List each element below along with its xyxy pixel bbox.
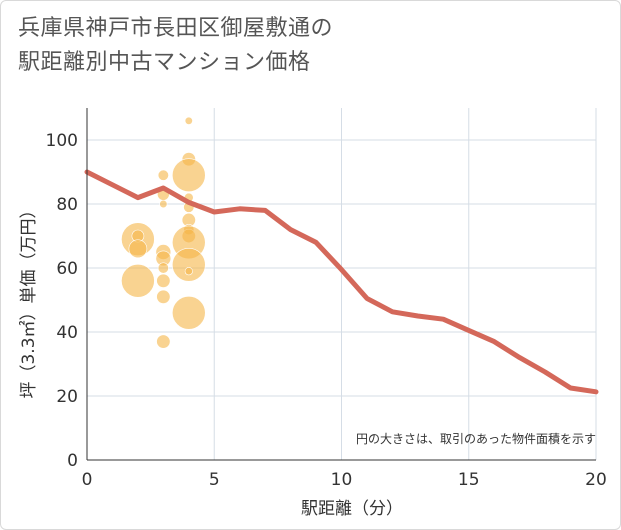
axes — [86, 108, 596, 461]
chart-title-line-1: 兵庫県神戸市長田区御屋敷通の — [18, 16, 334, 41]
x-tick-label: 5 — [209, 470, 220, 490]
bubble-size-note: 円の大きさは、取引のあった物件面積を示す — [356, 431, 596, 446]
y-tick-label: 80 — [56, 195, 78, 215]
data-bubble — [172, 158, 206, 192]
x-tick-label: 20 — [585, 470, 607, 490]
data-bubble — [157, 169, 169, 181]
data-bubble — [159, 199, 168, 209]
chart-title-line-2: 駅距離別中古マンション価格 — [18, 50, 311, 75]
y-axis-title: 坪（3.3㎡）単価（万円） — [19, 201, 39, 398]
y-tick-labels: 0 20 40 60 80 100 — [46, 131, 78, 471]
chart-title: 兵庫県神戸市長田区御屋敷通の 駅距離別中古マンション価格 — [18, 12, 333, 80]
data-bubble — [184, 116, 193, 125]
y-tick-label: 40 — [56, 323, 78, 343]
data-bubble — [184, 267, 193, 276]
x-tick-labels: 0 5 10 15 20 — [82, 470, 607, 490]
line-layer — [84, 169, 599, 395]
data-bubble — [172, 295, 206, 330]
x-axis-title: 駅距離（分） — [301, 499, 403, 519]
grid-lines — [87, 108, 597, 460]
y-tick-label: 60 — [56, 259, 78, 279]
y-tick-label: 20 — [56, 387, 78, 407]
data-bubble — [172, 247, 206, 282]
average-price-line — [84, 169, 599, 395]
data-bubble — [157, 262, 169, 274]
data-bubble — [156, 273, 171, 288]
data-bubble — [156, 334, 171, 349]
data-bubble — [156, 289, 171, 304]
x-tick-label: 0 — [82, 470, 93, 490]
y-tick-label: 0 — [67, 451, 78, 471]
bubble-layer — [121, 116, 206, 349]
x-tick-label: 15 — [458, 470, 480, 490]
x-tick-label: 10 — [331, 470, 353, 490]
y-tick-label: 100 — [46, 131, 78, 151]
data-bubble — [121, 263, 155, 298]
data-bubble — [128, 239, 148, 259]
